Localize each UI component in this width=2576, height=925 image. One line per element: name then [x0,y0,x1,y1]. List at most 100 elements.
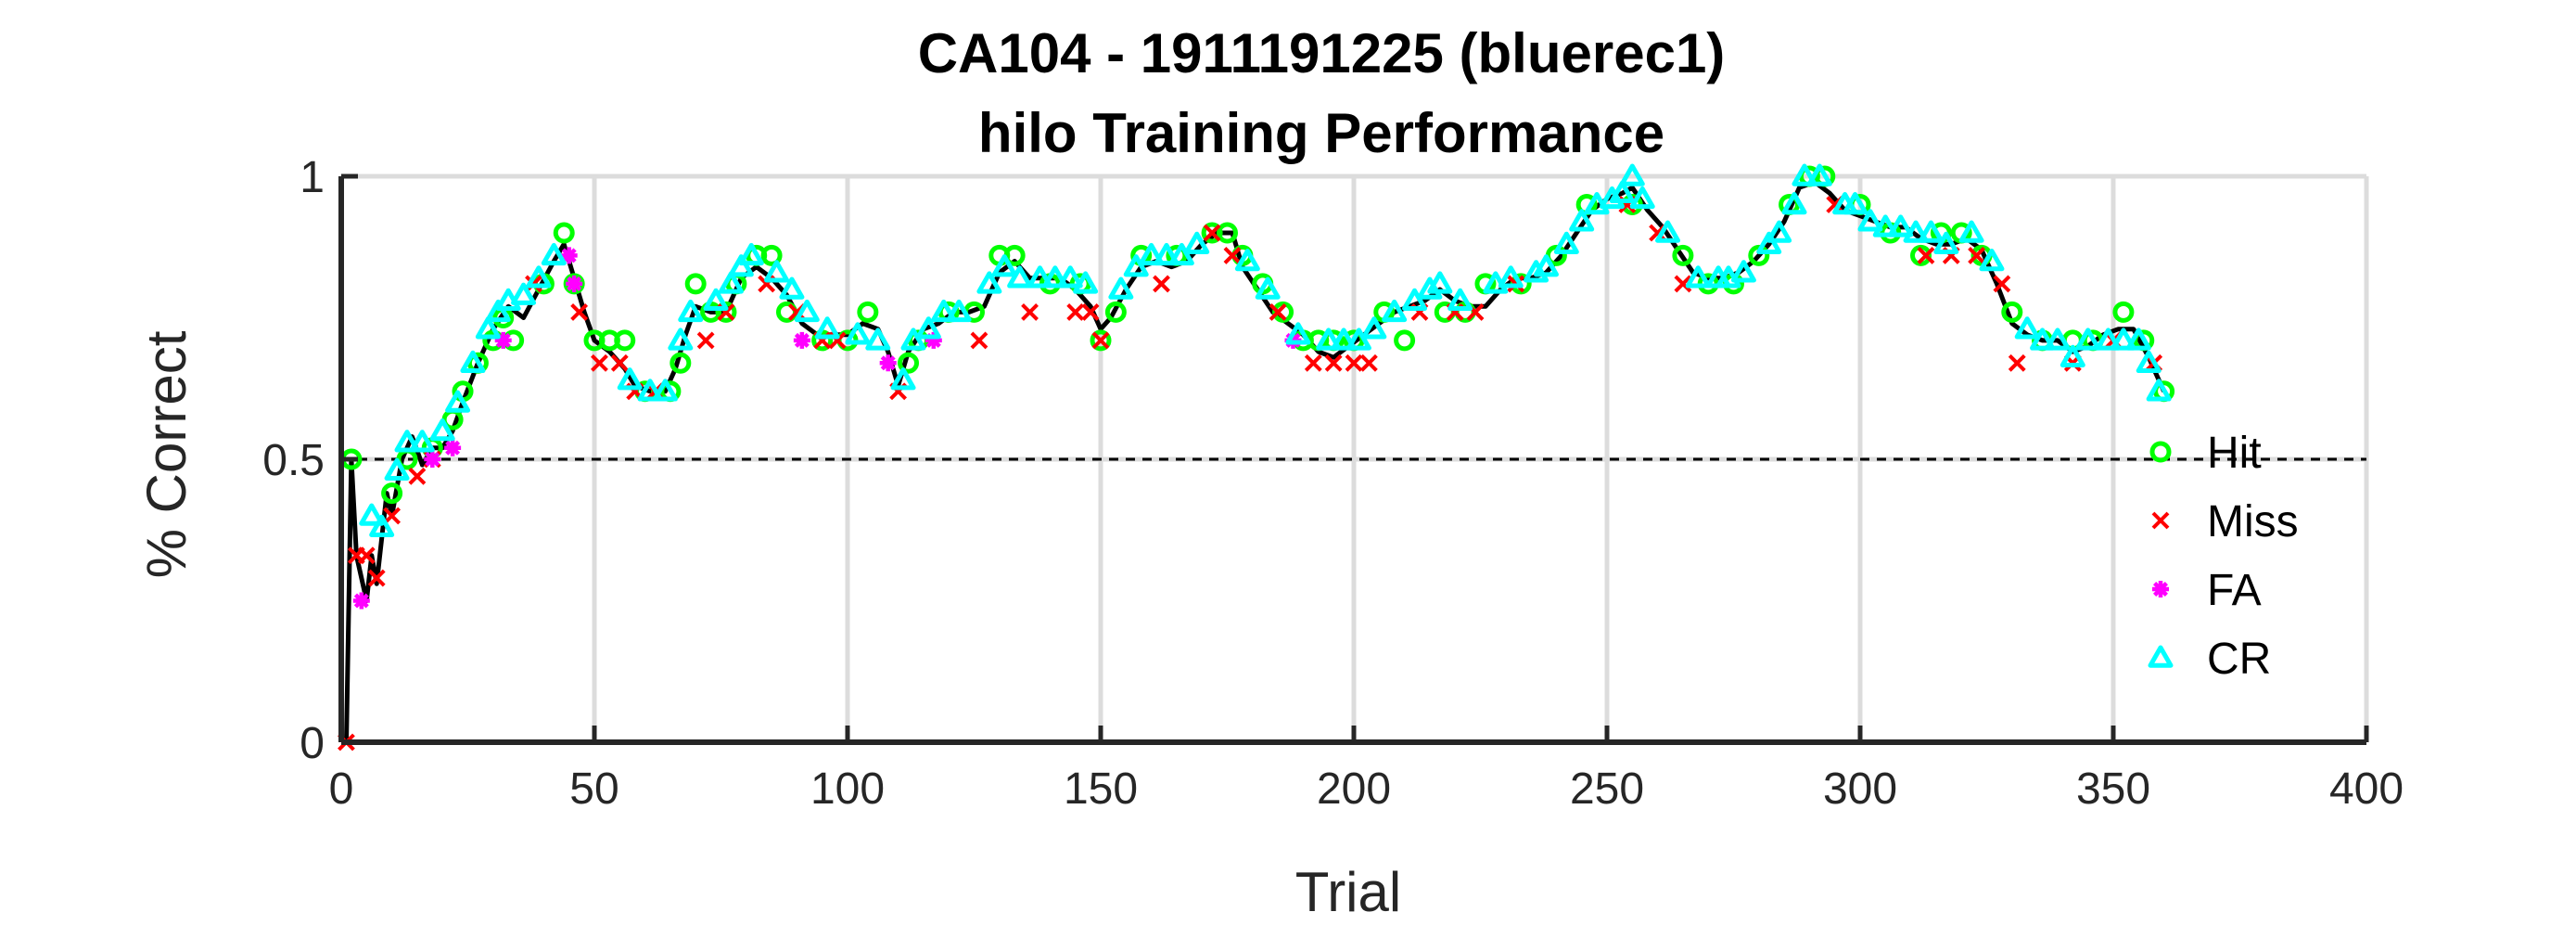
miss-marker [367,569,386,587]
cr-marker [2060,344,2085,367]
hit-marker [898,352,920,374]
hit-marker [1272,301,1294,323]
cr-marker [429,418,455,442]
cr-marker [2045,328,2071,351]
cr-marker [1655,220,1681,243]
cr-marker [359,503,385,526]
x-tick-label: 50 [569,764,618,814]
cr-marker [1042,265,1068,289]
cr-legend-icon [2148,645,2174,668]
cr-marker [1168,242,1194,266]
series-markers [338,163,2175,752]
cr-marker [900,328,926,351]
cr-marker [728,254,754,277]
cr-marker [1402,288,1428,311]
cr-marker [637,379,663,402]
cr-marker [1979,249,2005,272]
miss-marker [591,353,608,372]
cr-marker [475,316,501,340]
cr-marker [1382,299,1408,323]
miss-marker [357,546,376,565]
hit-marker [614,329,636,352]
legend-label: CR [2207,635,2271,684]
cr-marker [1872,214,1898,238]
legend-label: Miss [2207,497,2299,546]
miss-marker [1223,246,1242,264]
x-tick-label: 150 [1064,764,1138,814]
miss-marker [1091,331,1110,350]
miss-marker [570,302,589,321]
cr-marker [369,514,395,537]
miss-marker [1674,275,1692,293]
miss-marker [1917,246,1935,264]
hit-marker [1672,244,1694,266]
fa-marker [879,354,897,372]
miss-marker [696,331,715,350]
axes [338,173,2369,745]
cr-marker [445,390,471,413]
fa-marker [494,331,512,349]
miss-marker [1203,224,1221,242]
legend-label: Hit [2207,429,2262,478]
cr-marker [718,271,744,294]
cr-marker [384,457,410,481]
cr-marker [1533,254,1559,277]
cr-marker [1609,180,1635,204]
tick-labels: 0 50 100 150 200 250 300 350 400 0 0.5 1 [262,153,2404,814]
cr-marker [794,299,820,323]
cr-marker [1629,186,1655,210]
cr-marker [2111,328,2136,351]
cr-marker [1345,328,1371,351]
x-tick-label: 350 [2076,764,2150,814]
hit-marker [1394,329,1416,352]
cr-marker [541,242,567,266]
miss-marker [1304,353,1322,372]
cr-marker [1958,220,1984,243]
x-tick-label: 400 [2329,764,2404,814]
cr-marker [1599,186,1625,210]
cr-marker [865,328,891,351]
cr-marker [703,288,729,311]
miss-marker [1359,353,1378,372]
miss-marker [1081,302,1100,321]
hit-marker [1104,301,1127,323]
miss-marker [1066,302,1085,321]
fa-marker [424,451,441,468]
x-tick-label: 300 [1823,764,1897,814]
hit-marker [2112,301,2135,323]
cr-marker [668,328,694,351]
fa-marker [925,331,942,349]
cr-marker [2096,328,2122,351]
x-tick-label: 250 [1570,764,1644,814]
miss-marker [970,331,988,350]
cr-marker [1123,254,1149,277]
cr-marker [1139,242,1165,266]
cr-marker [2014,316,2040,340]
cr-marker [915,316,941,340]
legend-item-fa: FA [2152,566,2262,615]
legend: Hit Miss FA CR [2148,429,2299,684]
hit-marker [1910,244,1932,266]
hit-marker [1090,329,1112,352]
cr-marker [814,316,840,340]
hit-marker [684,273,707,295]
hit-marker [553,222,575,244]
cr-marker [1918,220,1944,243]
miss-marker [1021,302,1039,321]
cr-marker [1857,209,1883,232]
cr-marker [991,254,1017,277]
cr-marker [1234,249,1260,272]
cr-marker [1792,163,1817,186]
cr-marker [1057,265,1083,289]
cr-marker [1781,192,1807,215]
cr-marker [652,379,678,402]
cr-marker [1553,231,1579,254]
cr-marker [1361,316,1387,340]
cr-marker [1498,265,1524,289]
hit-marker [381,482,403,505]
fa-marker [444,439,462,456]
cr-marker [2075,328,2101,351]
chart-title-line-1: CA104 - 1911191225 (bluerec1) [918,22,1726,84]
cr-marker [1806,163,1832,186]
cr-marker [2136,350,2162,374]
